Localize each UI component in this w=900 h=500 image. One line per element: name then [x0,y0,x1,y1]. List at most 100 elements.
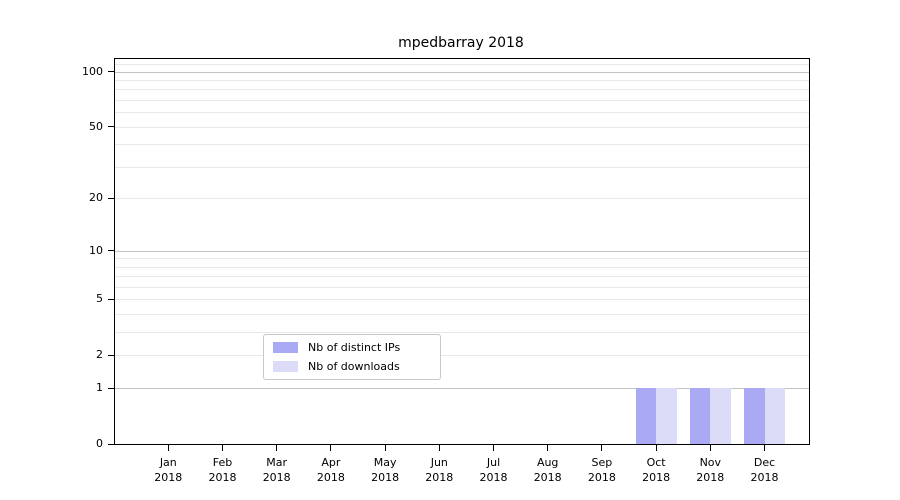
x-axis-tick [384,445,386,451]
x-tick-month: Aug [536,456,559,469]
x-tick-month: Jul [486,456,501,469]
x-tick-year: 2018 [696,471,725,484]
y-gridline-minor [115,89,809,91]
legend-label-downloads: Nb of downloads [308,360,400,373]
y-axis-tick-label: 5 [96,292,103,306]
y-gridline-minor [115,166,809,168]
y-gridline-major [115,388,809,390]
y-axis-tick [108,71,114,73]
x-tick-month: Mar [266,456,288,469]
x-tick-year: 2018 [587,471,616,484]
bar-distinct-ips [689,388,711,444]
y-axis-tick-label: 0 [96,437,103,450]
x-axis-tick-label: Nov 2018 [680,455,740,485]
y-gridline-major [115,250,809,252]
x-axis-tick [547,445,549,451]
x-axis-tick-label: Dec 2018 [735,455,795,485]
x-axis-tick [222,445,223,451]
y-axis-tick-label: 10 [89,243,103,257]
x-axis-tick-label: Sep 2018 [572,455,632,485]
x-tick-month: Apr [321,456,341,469]
bar-downloads [710,388,731,444]
y-gridline-minor [115,63,809,65]
x-axis-tick-label: Aug 2018 [518,455,578,485]
x-axis-tick-label: Jan 2018 [138,455,198,485]
x-axis-tick [330,445,332,451]
y-axis-tick [108,387,114,389]
y-gridline-minor [115,266,809,268]
x-tick-year: 2018 [208,471,237,484]
bar-downloads [656,388,677,444]
legend: Nb of distinct IPs Nb of downloads [263,334,441,380]
y-gridline-minor [115,144,809,146]
y-axis-tick-label: 50 [89,119,103,133]
x-axis-tick [709,445,711,451]
x-axis-tick [764,445,765,451]
y-axis-tick-label: 100 [82,64,103,78]
y-gridline-minor [115,100,809,101]
x-tick-year: 2018 [316,471,345,484]
x-tick-year: 2018 [371,471,400,484]
y-gridline-major [115,71,809,73]
y-gridline-minor [115,198,809,200]
bar-downloads [764,388,785,444]
y-axis-tick-label: 1 [96,381,103,395]
x-tick-year: 2018 [750,471,779,484]
x-axis-tick [167,445,169,451]
x-tick-month: Jun [430,456,448,469]
legend-label-distinct-ips: Nb of distinct IPs [308,341,401,354]
x-axis-tick-label: Mar 2018 [247,455,307,485]
y-gridline-minor [115,80,809,81]
y-gridline-minor [115,355,809,357]
x-tick-month: Jan [159,456,177,469]
x-tick-month: Feb [212,456,233,469]
x-axis-tick [655,445,657,451]
x-tick-year: 2018 [479,471,508,484]
x-tick-month: Oct [646,456,666,469]
y-axis-tick [108,298,114,300]
x-axis-tick-label: Jun 2018 [409,455,469,485]
plot-area: 0 1 2 5 10 20 50 100 Jan 2018 Feb 2018 Mar 2018 Apr 201… [82,58,810,484]
y-axis-tick [108,354,114,356]
legend-entry-downloads: Nb of downloads [264,358,440,375]
x-tick-year: 2018 [642,471,671,484]
bar-distinct-ips [635,388,657,444]
x-tick-year: 2018 [425,471,454,484]
x-axis-tick-label: May 2018 [355,455,415,485]
y-axis-tick [108,126,114,128]
y-gridline-minor [115,126,809,128]
x-axis-tick-label: Oct 2018 [626,455,686,485]
x-axis-tick [438,445,440,451]
x-axis-tick-label: Feb 2018 [193,455,253,485]
legend-swatch-distinct-ips [273,342,298,353]
x-tick-month: Dec [753,456,776,469]
y-gridline-minor [115,299,809,301]
x-tick-year: 2018 [533,471,562,484]
x-tick-year: 2018 [262,471,291,484]
x-tick-month: Sep [591,456,613,469]
x-axis-tick [276,445,278,451]
x-axis-tick [601,445,603,451]
y-axis-tick [108,443,114,445]
y-gridline-minor [115,332,809,334]
x-tick-year: 2018 [154,471,183,484]
x-axis-tick [493,445,494,451]
x-axis-tick-label: Jul 2018 [464,455,524,485]
x-axis-tick-label: Apr 2018 [301,455,361,485]
y-axis-tick-label: 2 [96,348,103,362]
x-tick-month: Nov [699,456,722,469]
y-gridline-minor [115,258,809,260]
y-gridline-minor [115,287,809,288]
bar-distinct-ips [744,388,765,444]
chart-title: mpedbarray 2018 [398,35,524,51]
legend-swatch-downloads [273,361,298,372]
y-axis-tick [108,250,114,251]
y-gridline-minor [115,276,809,278]
y-axis-tick [108,197,114,199]
y-gridline-minor [115,112,809,114]
y-gridline-minor [115,314,809,316]
y-axis-tick-label: 20 [89,191,103,205]
x-tick-month: May [373,456,397,469]
legend-entry-distinct-ips: Nb of distinct IPs [264,339,440,356]
